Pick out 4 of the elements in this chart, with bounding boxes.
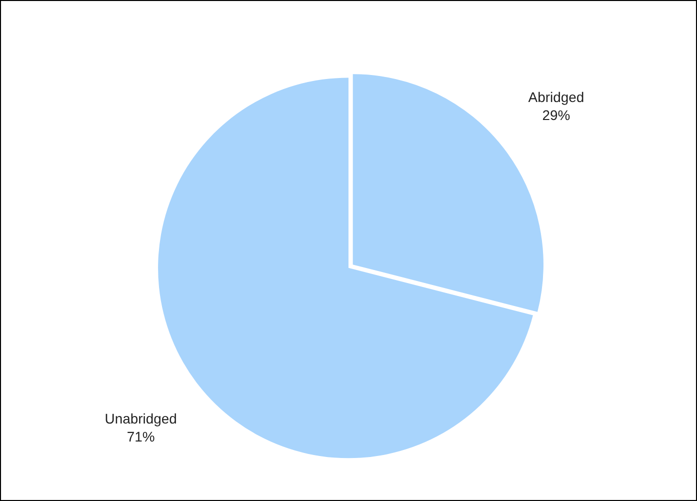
data-label: 29% <box>542 106 570 123</box>
data-label: 71% <box>126 428 155 445</box>
slice-label: Abridged <box>528 88 584 105</box>
slice-label: Unabridged <box>104 410 177 427</box>
